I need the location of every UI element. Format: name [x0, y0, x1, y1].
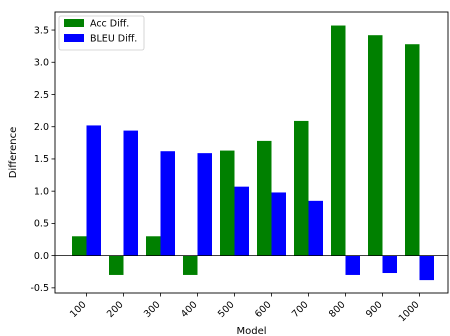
- bars-layer: [72, 25, 434, 281]
- y-tick-label: 3.5: [34, 25, 49, 36]
- bar-acc-900: [368, 35, 383, 256]
- y-tick-label: 2.0: [34, 122, 49, 133]
- bar-acc-200: [109, 255, 124, 275]
- y-axis: -0.5 0.0 0.5 1.0 1.5 2.0 2.5 3.0 3.5: [30, 25, 55, 294]
- bar-bleu-800: [345, 255, 360, 275]
- bar-bleu-200: [123, 130, 138, 256]
- bar-acc-700: [294, 120, 309, 256]
- y-tick-label: 1.0: [34, 186, 49, 197]
- y-tick-label: 0.0: [34, 251, 49, 262]
- y-tick-label: 0.5: [34, 219, 49, 230]
- legend-label-bleu: BLEU Diff.: [90, 34, 137, 45]
- legend-swatch-bleu: [64, 34, 84, 42]
- legend-swatch-acc: [64, 19, 84, 27]
- y-tick-label: -0.5: [30, 283, 49, 294]
- bar-bleu-400: [197, 153, 212, 256]
- bar-bleu-600: [271, 192, 286, 256]
- bar-bleu-900: [382, 255, 397, 274]
- bar-acc-800: [331, 25, 346, 256]
- x-axis-title: Model: [236, 326, 266, 336]
- legend-label-acc: Acc Diff.: [90, 19, 129, 30]
- bar-bleu-700: [308, 200, 323, 256]
- bar-bleu-1000: [419, 255, 434, 281]
- bar-acc-600: [257, 140, 272, 256]
- y-tick-label: 3.0: [34, 58, 49, 69]
- bar-acc-500: [220, 150, 235, 256]
- bar-acc-100: [72, 236, 87, 256]
- bar-bleu-300: [160, 151, 175, 256]
- bar-acc-1000: [405, 44, 420, 256]
- legend: Acc Diff. BLEU Diff.: [58, 15, 145, 51]
- bar-bleu-100: [86, 125, 101, 256]
- plot-frame: [54, 11, 449, 294]
- bar-acc-400: [183, 255, 198, 275]
- y-axis-title: Difference: [8, 127, 19, 179]
- bar-acc-300: [146, 236, 161, 256]
- y-tick-label: 1.5: [34, 154, 49, 165]
- bar-bleu-500: [234, 186, 249, 256]
- y-tick-label: 2.5: [34, 90, 49, 101]
